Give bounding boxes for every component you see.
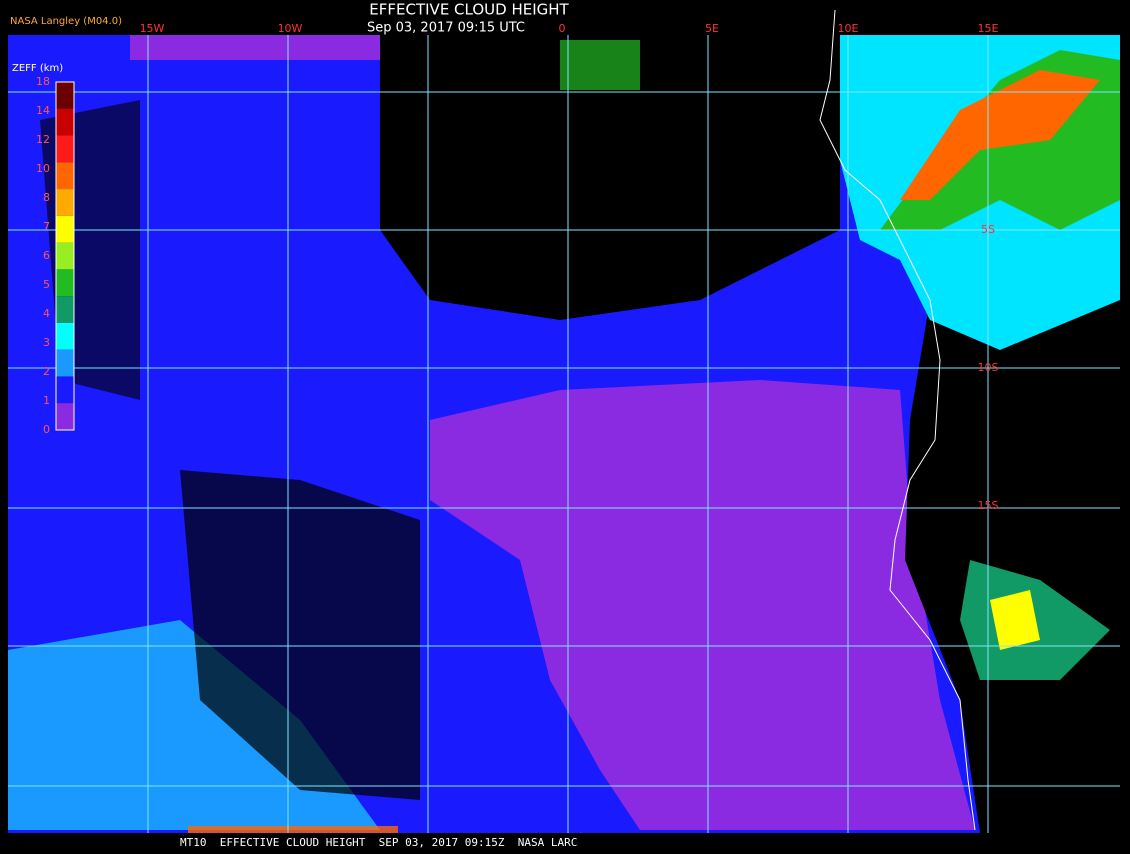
legend-label: 14 xyxy=(36,104,50,117)
longitude-label: 10E xyxy=(838,22,859,35)
longitude-label: 15E xyxy=(978,22,999,35)
subtitle: Sep 03, 2017 09:15 UTC xyxy=(367,21,525,36)
latitude-label: 15S xyxy=(978,499,999,512)
legend-swatch xyxy=(56,296,74,323)
legend-swatch xyxy=(56,322,74,350)
legend-title: ZEFF (km) xyxy=(12,63,63,74)
legend-label: 5 xyxy=(43,278,50,291)
legend-label: 0 xyxy=(43,423,50,436)
legend-swatch xyxy=(56,242,74,270)
imagery xyxy=(8,35,1120,833)
legend-label: 6 xyxy=(43,249,50,262)
longitude-label: 15W xyxy=(140,22,165,35)
legend-swatch xyxy=(56,403,74,430)
longitude-label: 5E xyxy=(705,22,719,35)
legend-swatch xyxy=(56,215,74,243)
legend-label: 1 xyxy=(43,394,50,407)
legend-swatch xyxy=(56,189,74,216)
legend-swatch xyxy=(56,82,74,109)
legend-label: 7 xyxy=(43,220,50,233)
longitude-label: 10W xyxy=(278,22,303,35)
legend-label: 3 xyxy=(43,336,50,349)
legend-label: 8 xyxy=(43,191,50,204)
source-label: NASA Langley (M04.0) xyxy=(10,16,122,27)
legend-swatch xyxy=(56,162,74,190)
legend-swatch xyxy=(56,269,74,297)
legend-label: 4 xyxy=(43,307,50,320)
legend-swatch xyxy=(56,349,74,377)
legend-swatch xyxy=(56,108,74,136)
legend-swatch xyxy=(56,135,74,163)
legend-label: 2 xyxy=(43,365,50,378)
title: EFFECTIVE CLOUD HEIGHT xyxy=(369,1,569,19)
legend-swatch xyxy=(56,376,74,404)
longitude-label: 0 xyxy=(559,22,566,35)
legend-frame xyxy=(55,81,75,431)
lat-lon-grid xyxy=(8,35,1120,833)
latitude-label: 5S xyxy=(981,223,995,236)
latitude-label: 10S xyxy=(978,361,999,374)
legend-label: 12 xyxy=(36,133,50,146)
coastline xyxy=(819,9,976,831)
legend-label: 10 xyxy=(36,162,50,175)
footer: MT10 EFFECTIVE CLOUD HEIGHT SEP 03, 2017… xyxy=(180,836,577,849)
legend-label: 18 xyxy=(36,75,50,88)
